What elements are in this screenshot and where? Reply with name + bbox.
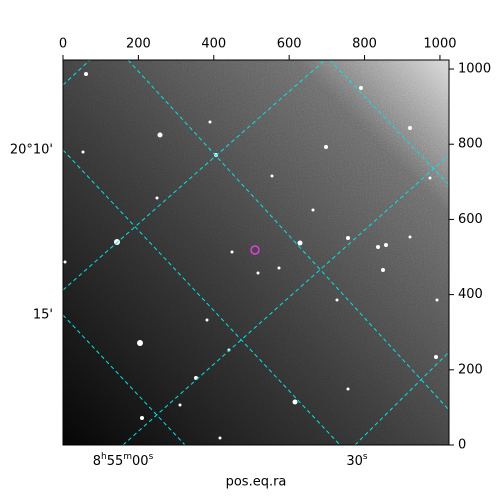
star (84, 72, 88, 76)
y-tick-label: 400 (458, 287, 483, 302)
x-tick-label: 0 (59, 37, 67, 52)
star (256, 271, 260, 275)
x-tick-label: 600 (277, 37, 302, 52)
star (218, 436, 222, 440)
ra-tick-label: 8h55m00s (93, 452, 154, 469)
star (384, 243, 388, 247)
ra-tick-label: 30s (346, 452, 368, 469)
star (157, 132, 163, 138)
star (376, 245, 380, 249)
star (428, 176, 432, 180)
dec-tick-label: 20°10' (10, 143, 53, 158)
star (292, 399, 298, 405)
x-tick-label: 800 (352, 37, 377, 52)
y-tick-label: 600 (458, 212, 483, 227)
y-tick-label: 200 (458, 362, 483, 377)
frame (62, 59, 450, 446)
star (155, 196, 159, 200)
star (346, 387, 350, 391)
star (205, 318, 209, 322)
y-tick-label: 0 (458, 438, 466, 453)
star (335, 298, 339, 302)
star (63, 260, 67, 264)
x-tick-label: 1000 (423, 37, 456, 52)
x-tick-label: 400 (201, 37, 226, 52)
star (434, 355, 438, 359)
star (408, 126, 412, 130)
y-tick-label: 800 (458, 137, 483, 152)
star (346, 236, 350, 240)
dec-tick-label: 15' (33, 308, 53, 323)
star (81, 150, 85, 154)
star (230, 250, 234, 254)
star (324, 145, 328, 149)
star (297, 240, 303, 246)
star (408, 235, 412, 239)
star (137, 340, 143, 346)
star (311, 208, 315, 212)
x-axis-label: pos.eq.ra (226, 475, 287, 490)
x-tick-label: 200 (126, 37, 151, 52)
star (208, 120, 212, 124)
star (140, 416, 144, 420)
star (359, 86, 363, 90)
sky-image (63, 60, 449, 445)
star (435, 298, 439, 302)
y-tick-label: 1000 (458, 62, 491, 77)
star (381, 268, 385, 272)
star (214, 153, 218, 157)
star (178, 403, 182, 407)
star (270, 174, 274, 178)
wcs-grid (63, 60, 449, 445)
star (277, 266, 281, 270)
